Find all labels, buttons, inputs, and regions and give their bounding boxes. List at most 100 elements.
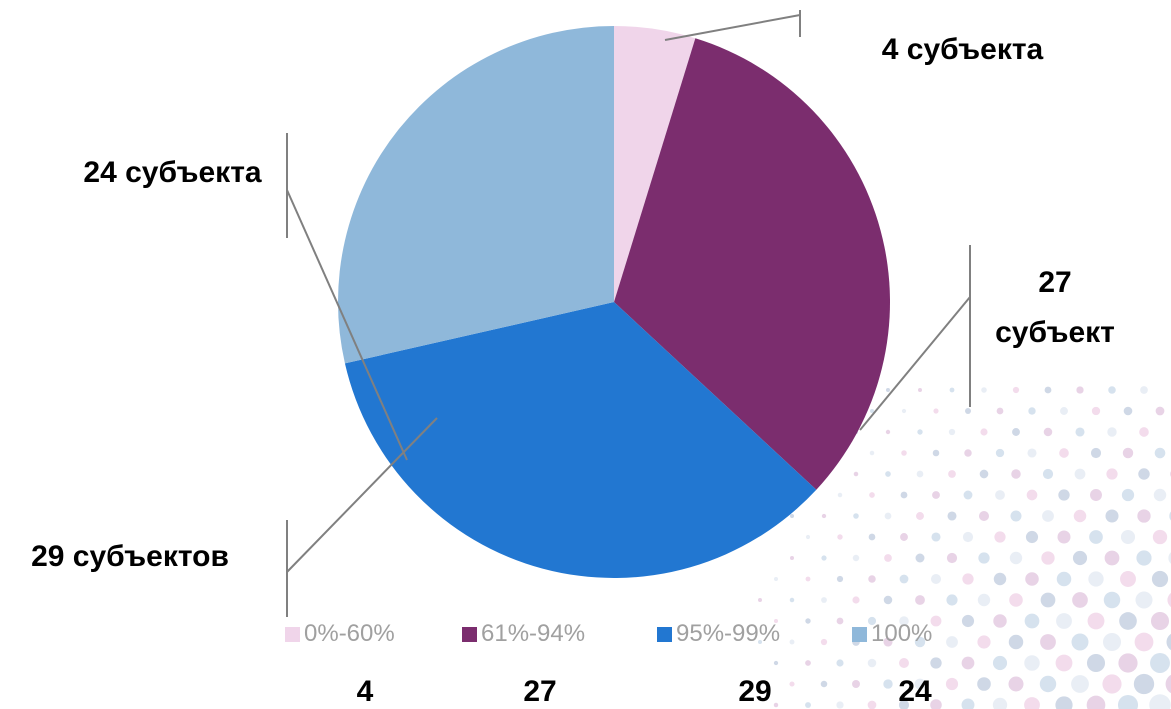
dot — [993, 614, 1006, 627]
dot — [885, 471, 891, 477]
dot — [837, 618, 844, 625]
dot — [1026, 531, 1038, 543]
dot — [1087, 696, 1106, 709]
dot — [1008, 676, 1023, 691]
dot — [902, 409, 906, 413]
dot — [1138, 468, 1149, 479]
dot — [886, 388, 890, 392]
dot — [1134, 674, 1154, 694]
legend-label: 61%-94% — [481, 620, 585, 648]
dot — [1072, 592, 1088, 608]
dot — [1119, 612, 1137, 630]
dot — [899, 658, 909, 668]
dot — [1102, 674, 1121, 693]
dot — [917, 471, 924, 478]
dot — [1150, 653, 1170, 673]
dot — [995, 490, 1005, 500]
dot — [886, 430, 890, 434]
dot — [852, 596, 859, 603]
dot — [821, 597, 827, 603]
pie — [338, 26, 890, 578]
dot — [821, 681, 828, 688]
dot — [854, 472, 859, 477]
dot — [900, 575, 909, 584]
value-label: 4 субъекта — [830, 25, 1095, 75]
dot — [994, 573, 1006, 585]
dot — [964, 449, 971, 456]
legend-swatch — [657, 627, 672, 642]
dot — [946, 594, 957, 605]
dot — [1153, 530, 1167, 544]
dot — [1059, 448, 1069, 458]
dot — [997, 408, 1004, 415]
value-number: 4 — [325, 675, 405, 709]
dot — [963, 532, 973, 542]
dot — [821, 639, 827, 645]
dot — [1073, 551, 1087, 565]
dot — [837, 576, 843, 582]
page: 4 субъекта 27 субъект 29 субъектов 24 су… — [0, 0, 1171, 709]
leader-line — [287, 418, 437, 572]
dot — [932, 491, 940, 499]
dot — [836, 659, 843, 666]
dot — [774, 577, 778, 581]
dot — [1010, 552, 1022, 564]
dot — [1027, 448, 1036, 457]
value-label: 24 субъекта — [40, 148, 305, 198]
dot — [1075, 427, 1084, 436]
dot — [869, 492, 875, 498]
dot — [1136, 550, 1151, 565]
dot — [1121, 530, 1135, 544]
dot — [979, 511, 989, 521]
dot — [1044, 428, 1053, 437]
value-label: 27 субъект — [975, 258, 1135, 358]
dot — [994, 531, 1005, 542]
dot — [980, 428, 987, 435]
dot — [978, 552, 989, 563]
dot — [981, 387, 987, 393]
dot — [790, 556, 794, 560]
dot — [1140, 386, 1148, 394]
dot — [1011, 511, 1022, 522]
legend-item: 95%-99% — [657, 620, 780, 648]
dot — [1106, 468, 1117, 479]
dot — [1075, 469, 1086, 480]
dot — [901, 450, 907, 456]
dot — [962, 699, 975, 709]
dot — [1058, 531, 1071, 544]
dot — [884, 554, 892, 562]
dot — [962, 573, 973, 584]
dot — [931, 532, 940, 541]
legend-swatch — [462, 627, 477, 642]
dot — [837, 534, 842, 539]
dot — [774, 661, 778, 665]
dot — [948, 470, 956, 478]
dot — [868, 659, 877, 668]
dot — [868, 575, 876, 583]
dot — [1011, 469, 1020, 478]
dot — [1045, 387, 1052, 394]
dot — [965, 408, 971, 414]
dot — [1118, 653, 1137, 672]
value-number: 27 — [500, 675, 580, 709]
value-label: 29 субъектов — [15, 532, 245, 582]
dot — [1092, 407, 1100, 415]
dot — [946, 636, 958, 648]
dot — [1071, 675, 1089, 693]
dot — [977, 635, 990, 648]
dot — [805, 618, 810, 623]
dot — [1090, 489, 1102, 501]
dot — [1152, 571, 1168, 587]
dot — [884, 596, 893, 605]
dot — [1056, 655, 1073, 672]
dot — [933, 450, 940, 457]
legend-item: 0%-60% — [285, 620, 395, 648]
dot — [1135, 591, 1152, 608]
dot — [962, 615, 974, 627]
legend-label: 95%-99% — [676, 620, 780, 648]
dot — [1043, 469, 1053, 479]
dot — [1108, 386, 1116, 394]
dot — [993, 656, 1007, 670]
legend-item: 100% — [852, 620, 932, 648]
dot — [915, 595, 925, 605]
